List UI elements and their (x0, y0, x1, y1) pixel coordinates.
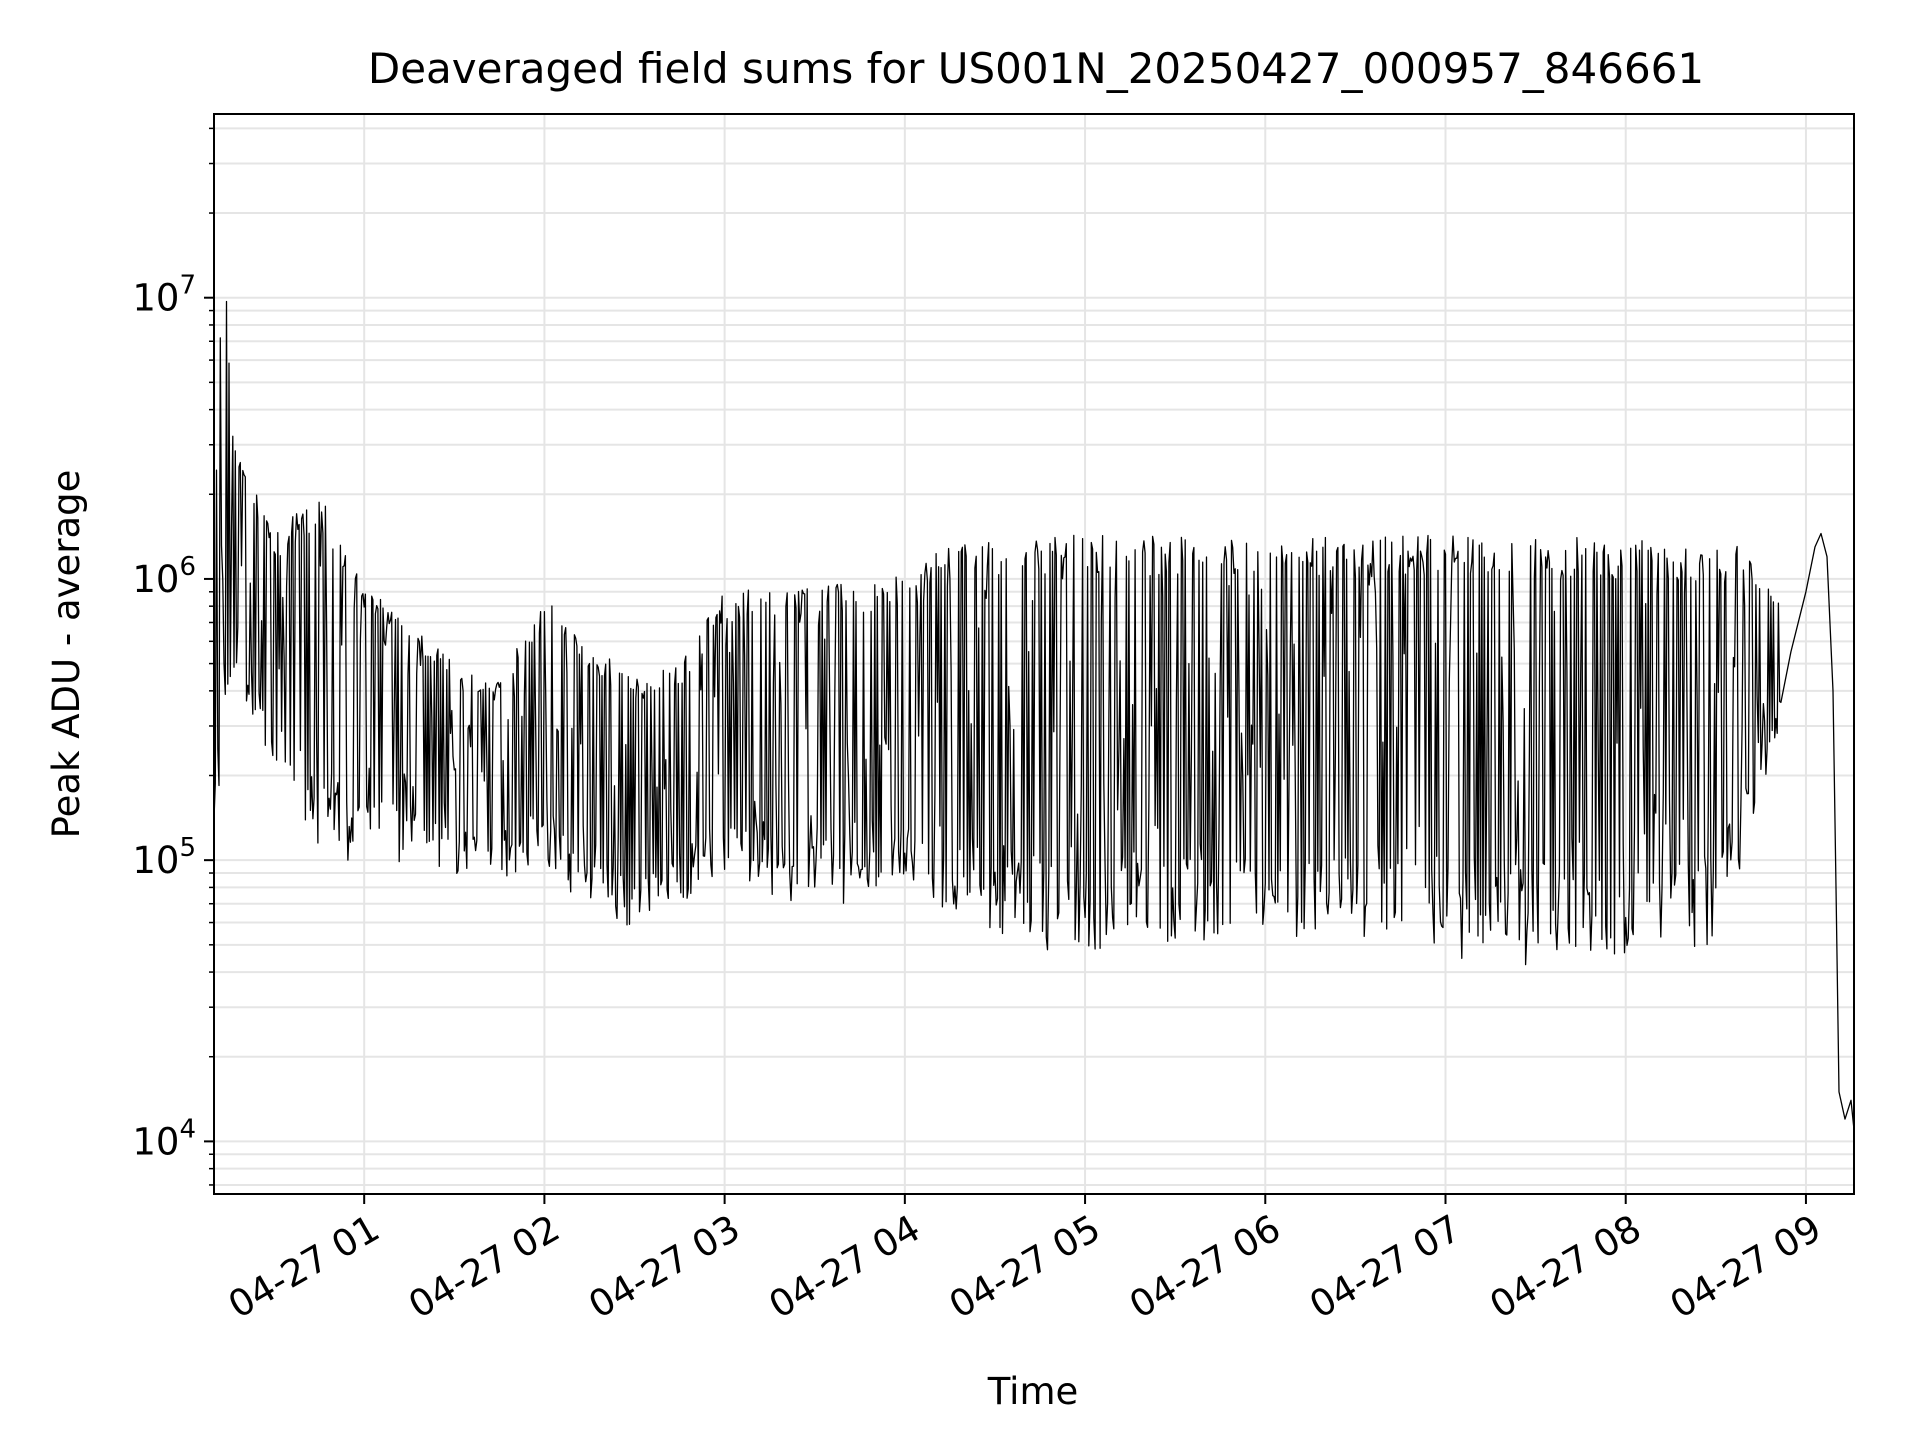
y-axis-label: Peak ADU - average (45, 470, 88, 839)
x-axis-label: Time (987, 1370, 1079, 1413)
plot-area (214, 114, 1854, 1194)
chart-title: Deaveraged field sums for US001N_2025042… (368, 44, 1704, 93)
